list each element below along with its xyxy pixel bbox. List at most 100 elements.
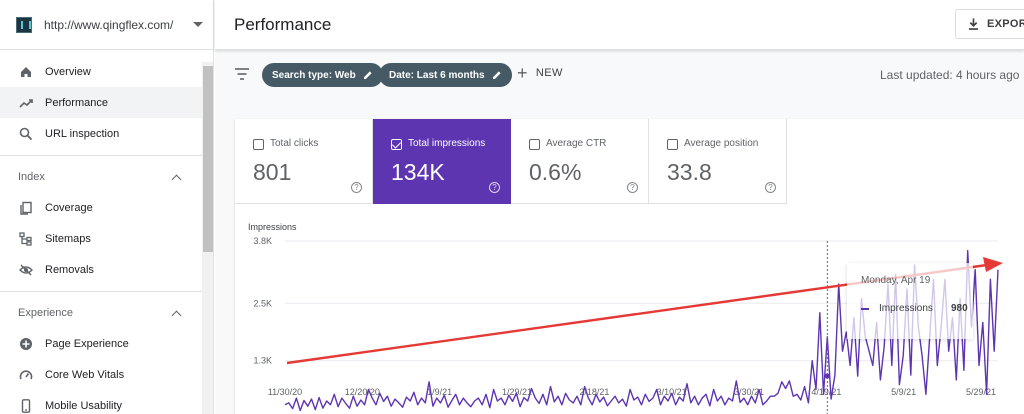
search-icon bbox=[18, 126, 34, 142]
nav-label: Overview bbox=[45, 65, 91, 78]
y-tick-label: 3.8K bbox=[253, 236, 272, 246]
site-logo-icon bbox=[16, 16, 32, 33]
gauge-icon bbox=[18, 367, 34, 383]
help-icon[interactable]: ? bbox=[351, 182, 362, 193]
y-tick-label: 1.3K bbox=[253, 356, 272, 366]
impressions-series-line bbox=[284, 249, 999, 412]
plus-icon: + bbox=[517, 63, 528, 83]
impressions-chart[interactable]: Impressions3.8K2.5K1.3K011/30/2012/20/20… bbox=[235, 119, 1024, 414]
edit-icon bbox=[492, 71, 501, 79]
chevron-up-icon[interactable] bbox=[171, 174, 182, 184]
metric-label: Average position bbox=[684, 138, 759, 149]
x-tick-label: 3/10/21 bbox=[657, 387, 687, 397]
filter-bar: Search type: Web Date: Last 6 months + N… bbox=[215, 50, 1024, 100]
metric-value: 801 bbox=[253, 159, 292, 185]
filter-icon[interactable] bbox=[235, 68, 249, 80]
x-tick-label: 4/19/21 bbox=[811, 387, 841, 397]
main-content: Search type: Web Date: Last 6 months + N… bbox=[215, 50, 1024, 414]
metric-total-impressions[interactable]: Total impressions 134K ? bbox=[373, 119, 511, 204]
page-experience-icon bbox=[18, 336, 34, 352]
x-tick-label: 5/9/21 bbox=[891, 387, 916, 397]
section-title: Index bbox=[18, 171, 45, 183]
new-label: NEW bbox=[535, 67, 563, 79]
tooltip-series: Impressions bbox=[879, 303, 933, 314]
x-tick-label: 1/9/21 bbox=[427, 387, 452, 397]
sidebar: http://www.qingflex.com/ Overview Perfor… bbox=[0, 0, 214, 414]
nav-label: Performance bbox=[45, 96, 108, 109]
section-title: Experience bbox=[18, 307, 74, 319]
section-index-header[interactable]: Index bbox=[0, 162, 202, 192]
sitemap-icon bbox=[18, 231, 34, 247]
home-icon bbox=[18, 64, 34, 80]
performance-card: Total clicks 801 ? Total impressions 134… bbox=[235, 119, 1024, 414]
y-axis-title: Impressions bbox=[248, 222, 297, 232]
metric-value: 134K bbox=[391, 159, 445, 185]
header-bar: Performance EXPORT bbox=[215, 0, 1024, 50]
sidebar-scrollbar-thumb[interactable] bbox=[203, 66, 213, 252]
nav-item-mobile-usability[interactable]: Mobile Usability bbox=[0, 390, 202, 414]
metric-label: Total clicks bbox=[270, 138, 319, 149]
phone-icon bbox=[18, 398, 34, 414]
export-label: EXPORT bbox=[986, 18, 1024, 30]
section-experience-header[interactable]: Experience bbox=[0, 298, 202, 328]
nav-label: Mobile Usability bbox=[45, 399, 123, 412]
nav-item-overview[interactable]: Overview bbox=[0, 56, 202, 87]
checkbox[interactable] bbox=[253, 139, 264, 150]
page-title: Performance bbox=[234, 15, 332, 34]
divider bbox=[0, 155, 202, 156]
checkbox[interactable] bbox=[391, 139, 402, 150]
metric-value: 0.6% bbox=[529, 159, 582, 185]
nav-item-core-web-vitals[interactable]: Core Web Vitals bbox=[0, 359, 202, 390]
nav-label: Page Experience bbox=[45, 337, 129, 350]
chart-tooltip: Monday, Apr 19 Impressions 980 bbox=[847, 263, 973, 339]
x-tick-label: 5/29/21 bbox=[966, 387, 996, 397]
y-tick-label: 2.5K bbox=[253, 298, 272, 308]
trend-arrowhead bbox=[983, 257, 1003, 272]
nav-label: Sitemaps bbox=[45, 232, 91, 245]
nav-label: Core Web Vitals bbox=[45, 368, 125, 381]
nav-item-sitemaps[interactable]: Sitemaps bbox=[0, 223, 202, 254]
nav-label: Coverage bbox=[45, 201, 93, 214]
chip-label: Search type: Web bbox=[272, 69, 356, 81]
help-icon[interactable]: ? bbox=[765, 182, 776, 193]
edit-icon bbox=[363, 71, 372, 79]
x-tick-label: 12/20/20 bbox=[345, 387, 380, 397]
download-icon bbox=[968, 18, 979, 30]
metric-value: 33.8 bbox=[667, 159, 712, 185]
eye-off-icon bbox=[18, 262, 34, 278]
metric-average-position[interactable]: Average position 33.8 ? bbox=[649, 119, 787, 204]
metric-total-clicks[interactable]: Total clicks 801 ? bbox=[235, 119, 373, 204]
nav-item-page-experience[interactable]: Page Experience bbox=[0, 328, 202, 359]
last-updated: Last updated: 4 hours ago bbox=[880, 68, 1024, 82]
x-tick-label: 2/18/21 bbox=[579, 387, 609, 397]
checkbox[interactable] bbox=[529, 139, 540, 150]
help-icon[interactable]: ? bbox=[627, 182, 638, 193]
search-type-chip[interactable]: Search type: Web bbox=[262, 63, 383, 87]
dropdown-arrow-icon[interactable] bbox=[193, 22, 203, 27]
series-swatch bbox=[861, 308, 869, 310]
hover-point bbox=[824, 373, 830, 379]
tooltip-value: 980 bbox=[951, 303, 968, 314]
x-tick-label: 3/30/21 bbox=[734, 387, 764, 397]
tooltip-date: Monday, Apr 19 bbox=[861, 275, 931, 286]
nav-item-performance[interactable]: Performance bbox=[0, 87, 202, 118]
nav-item-removals[interactable]: Removals bbox=[0, 254, 202, 285]
metric-label: Total impressions bbox=[408, 138, 486, 149]
coverage-icon bbox=[18, 200, 34, 216]
property-selector[interactable]: http://www.qingflex.com/ bbox=[0, 0, 213, 50]
nav-label: URL inspection bbox=[45, 127, 120, 140]
metric-average-ctr[interactable]: Average CTR 0.6% ? bbox=[511, 119, 649, 204]
export-button[interactable]: EXPORT bbox=[955, 9, 1024, 39]
nav-item-url-inspection[interactable]: URL inspection bbox=[0, 118, 202, 149]
divider bbox=[0, 291, 202, 292]
nav-item-coverage[interactable]: Coverage bbox=[0, 192, 202, 223]
trending-up-icon bbox=[18, 95, 34, 111]
new-filter-button[interactable]: + NEW bbox=[517, 63, 563, 83]
x-tick-label: 11/30/20 bbox=[268, 387, 302, 397]
property-url: http://www.qingflex.com/ bbox=[44, 17, 174, 32]
chevron-up-icon[interactable] bbox=[171, 310, 182, 320]
help-icon[interactable]: ? bbox=[489, 182, 500, 193]
checkbox[interactable] bbox=[667, 139, 678, 150]
last-updated-text: Last updated: 4 hours ago bbox=[880, 68, 1020, 82]
date-chip[interactable]: Date: Last 6 months bbox=[379, 63, 512, 87]
